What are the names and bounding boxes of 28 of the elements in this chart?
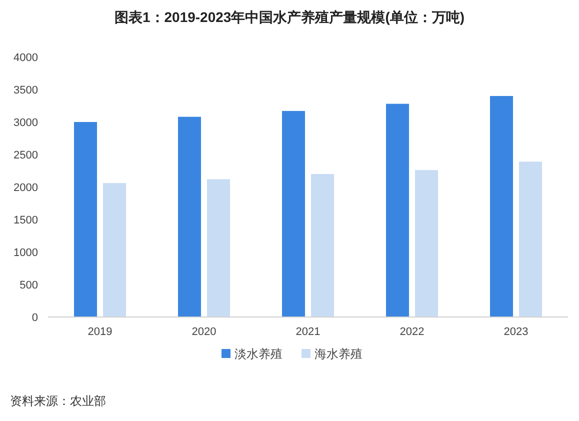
x-tick-label: 2022 <box>400 326 424 338</box>
bar <box>386 104 409 317</box>
bar <box>282 110 305 317</box>
y-tick-label: 0 <box>32 312 38 324</box>
bar <box>207 179 230 317</box>
bar <box>74 122 97 317</box>
y-tick-label: 1500 <box>14 214 38 226</box>
legend-label: 海水养殖 <box>314 347 362 361</box>
y-tick-label: 3000 <box>14 117 38 129</box>
legend-label: 淡水养殖 <box>234 347 282 361</box>
y-tick-label: 3500 <box>14 84 38 96</box>
text: 资料来源：农业部 <box>10 394 106 408</box>
y-tick-label: 500 <box>20 280 38 292</box>
x-tick-label: 2021 <box>296 326 320 338</box>
x-tick-label: 2020 <box>192 326 216 338</box>
y-tick-label: 2500 <box>14 150 38 162</box>
y-tick-label: 4000 <box>14 52 38 64</box>
bar <box>311 174 334 317</box>
bar <box>415 170 438 317</box>
y-tick-label: 1000 <box>14 247 38 259</box>
x-tick-label: 2019 <box>88 326 112 338</box>
bar <box>103 183 126 317</box>
x-tick-label: 2023 <box>504 326 528 338</box>
chart-title: 图表1：2019-2023年中国水产养殖产量规模(单位：万吨) <box>114 9 465 25</box>
bar <box>519 162 542 317</box>
bar <box>178 116 201 317</box>
bar <box>490 96 513 317</box>
y-tick-label: 2000 <box>14 182 38 194</box>
